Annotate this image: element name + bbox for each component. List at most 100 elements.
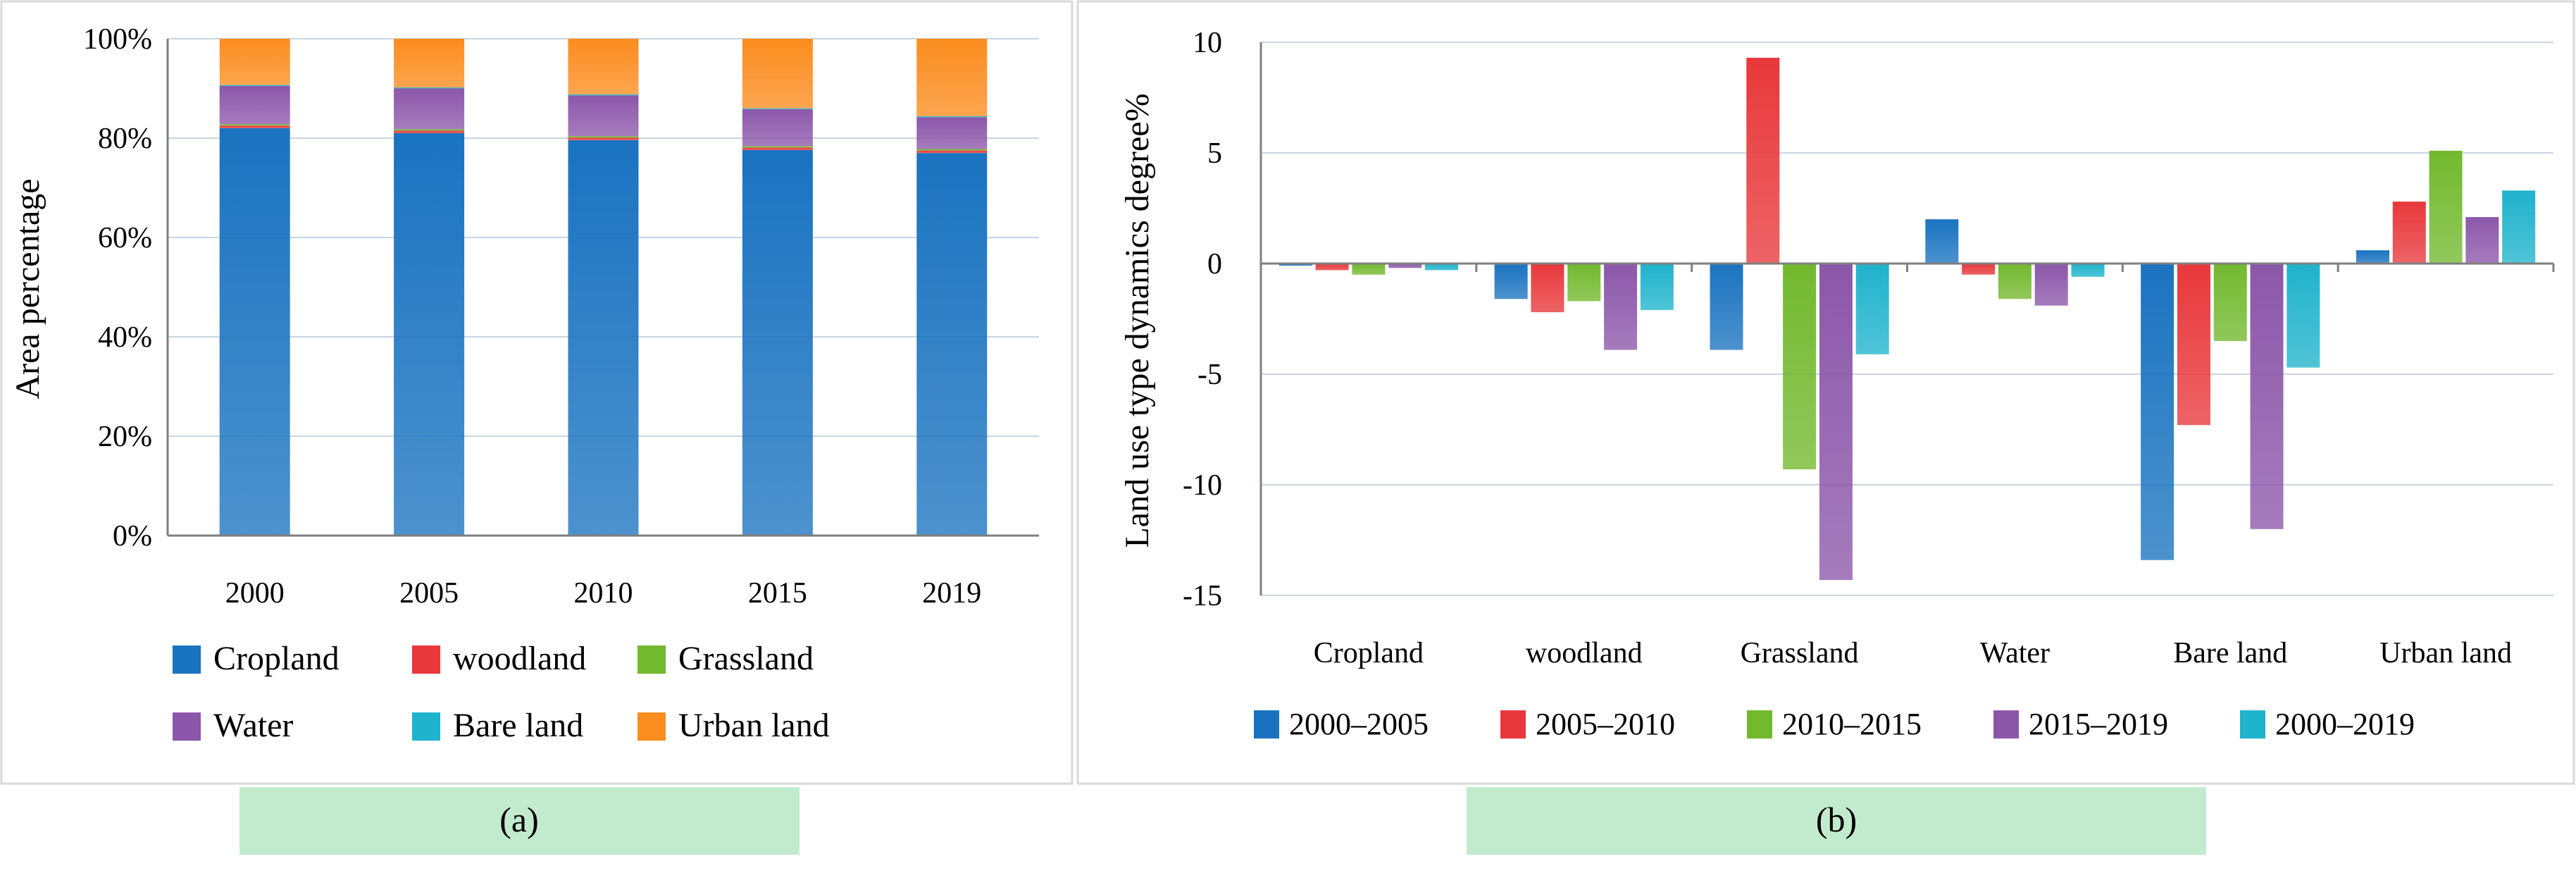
chart-a-bar-woodland <box>394 130 465 133</box>
chart-a-bar-woodland <box>219 125 290 128</box>
chart-b-bar-water <box>2071 264 2105 277</box>
chart-b-legend-swatch <box>2240 710 2265 739</box>
chart-b-bar-woodland <box>1604 264 1638 350</box>
chart-a-ytick-label: 100% <box>83 23 152 56</box>
chart-b-bar-woodland <box>1567 264 1601 302</box>
chart-a-bar-urban-land <box>394 39 465 88</box>
chart-a-bar-bare-land <box>219 85 290 86</box>
chart-b-legend-swatch <box>1747 710 1772 739</box>
chart-a-ytick-label: 40% <box>98 321 152 354</box>
chart-a-legend-swatch <box>412 712 440 741</box>
chart-b-legend-label: 2010–2015 <box>1782 707 1922 741</box>
chart-b-legend-swatch <box>1500 710 1526 739</box>
chart-b-bar-grassland <box>1710 264 1743 350</box>
chart-a-bar-bare-land <box>568 94 639 96</box>
chart-b-xtick-label: Grassland <box>1741 637 1859 669</box>
chart-b-xtick-label: Water <box>1980 637 2050 669</box>
chart-a-bar-urban-land <box>568 39 639 94</box>
chart-b-ytick-label: 0 <box>1207 248 1222 280</box>
chart-a-xtick-label: 2010 <box>574 577 633 610</box>
chart-b-bar-urban-land <box>2392 202 2426 264</box>
chart-b-bar-urban-land <box>2429 150 2463 264</box>
chart-b-bar-grassland <box>1855 264 1889 354</box>
chart-b-legend-label: 2000–2019 <box>2275 707 2415 741</box>
chart-b-legend-label: 2015–2019 <box>2029 707 2168 741</box>
chart-b-ytick-label: 5 <box>1207 137 1222 170</box>
chart-a-bar-grassland <box>742 146 813 148</box>
chart-b-bar-urban-land <box>2502 190 2536 264</box>
chart-a-bar-grassland <box>568 136 639 138</box>
chart-a-legend-label: woodland <box>453 640 586 677</box>
chart-b-legend-label: 2005–2010 <box>1536 707 1675 741</box>
chart-a-bar-urban-land <box>219 39 290 85</box>
chart-a-legend-label: Urban land <box>678 707 830 744</box>
chart-a-ytick-label: 80% <box>98 123 152 155</box>
caption-b-bar <box>1467 787 2206 855</box>
chart-a-legend-label: Grassland <box>678 640 814 677</box>
chart-b: 10 5 0 -5 -10 -15 Cropland woodland Grassland Wa… <box>1119 27 2555 855</box>
chart-a-ylabel: Area percentage <box>9 178 46 399</box>
chart-a-legend-label: Cropland <box>213 640 340 677</box>
chart-b-bar-bare-land <box>2250 264 2284 529</box>
chart-a-bar-urban-land <box>916 39 988 116</box>
chart-b-bar-cropland <box>1388 264 1422 268</box>
chart-a-bar-grassland <box>394 129 465 131</box>
chart-a-bar-cropland <box>916 153 988 536</box>
chart-a-bar-water <box>394 88 465 130</box>
chart-a-bar-grassland <box>219 124 290 126</box>
chart-b-ytick-label: -5 <box>1197 359 1222 391</box>
chart-a-bar-woodland <box>916 150 988 154</box>
chart-b-ylabel: Land use type dynamics degree% <box>1119 93 1156 548</box>
chart-a: 0%20%40%60%80%100% 2000 2005 2010 2015 2019 … <box>9 23 1039 855</box>
chart-b-bar-grassland <box>1783 264 1817 470</box>
chart-a-ytick-label: 60% <box>98 222 152 254</box>
chart-a-bar-cropland <box>568 140 639 536</box>
chart-b-bar-bare-land <box>2286 264 2320 368</box>
chart-a-legend-swatch <box>637 712 666 741</box>
chart-b-ytick-label: -10 <box>1183 469 1222 502</box>
caption-a-bar <box>239 787 799 855</box>
chart-b-bar-water <box>2034 264 2068 306</box>
caption-a: (a) <box>499 800 539 839</box>
chart-b-bar-woodland <box>1494 264 1528 299</box>
chart-b-bar-urban-land <box>2356 250 2389 264</box>
chart-a-bar-water <box>916 117 988 149</box>
chart-a-legend-swatch <box>173 712 201 741</box>
chart-a-bar-water <box>742 109 813 147</box>
chart-a-bar-water <box>568 95 639 137</box>
chart-b-bar-bare-land <box>2141 264 2174 560</box>
chart-b-bar-cropland <box>1315 264 1349 271</box>
chart-b-legend-label: 2000–2005 <box>1289 707 1429 741</box>
chart-a-xtick-label: 2019 <box>922 577 981 610</box>
chart-a-legend-swatch <box>637 645 666 674</box>
chart-a-bar-bare-land <box>394 87 465 89</box>
chart-a-ytick-label: 20% <box>98 421 152 453</box>
chart-a-xtick-label: 2000 <box>225 577 285 610</box>
chart-b-bar-cropland <box>1425 264 1459 271</box>
chart-a-bar-cropland <box>219 128 290 536</box>
chart-b-xtick-label: woodland <box>1526 637 1643 669</box>
chart-a-bar-water <box>219 85 290 125</box>
chart-b-ytick-label: -15 <box>1183 580 1222 612</box>
chart-b-legend-swatch <box>1993 710 2019 739</box>
chart-a-bar-cropland <box>742 149 813 536</box>
chart-b-bar-cropland <box>1278 264 1312 266</box>
chart-a-bar-cropland <box>394 132 465 536</box>
chart-b-bar-woodland <box>1531 264 1564 313</box>
chart-b-xtick-label: Bare land <box>2173 637 2287 669</box>
chart-a-legend-swatch <box>412 645 440 674</box>
chart-b-legend-swatch <box>1254 710 1279 739</box>
chart-b-bar-water <box>1962 264 1996 275</box>
chart-a-bar-woodland <box>742 147 813 150</box>
caption-b: (b) <box>1816 800 1857 839</box>
chart-a-xtick-label: 2005 <box>399 577 459 610</box>
chart-b-bar-water <box>1925 219 1959 264</box>
chart-a-legend-label: Bare land <box>453 707 583 744</box>
chart-b-bar-cropland <box>1352 264 1386 275</box>
chart-a-legend-swatch <box>173 645 201 674</box>
chart-b-bar-urban-land <box>2465 217 2499 264</box>
chart-b-bar-grassland <box>1819 264 1853 581</box>
chart-a-bar-woodland <box>568 137 639 140</box>
chart-a-legend-label: Water <box>213 707 293 744</box>
